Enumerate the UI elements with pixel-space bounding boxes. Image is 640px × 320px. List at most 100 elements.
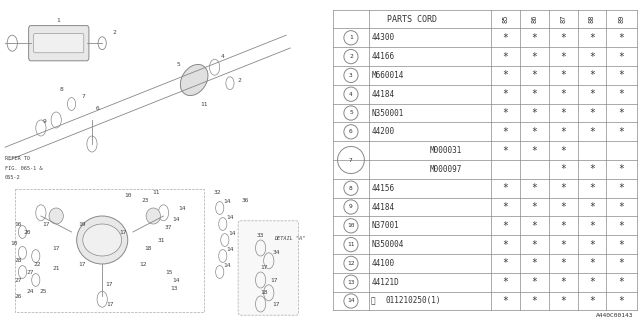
Text: 31: 31 [157, 237, 165, 243]
Text: 17: 17 [107, 301, 114, 307]
Text: *: * [502, 183, 508, 193]
Text: 17: 17 [119, 229, 126, 235]
Text: 44200: 44200 [372, 127, 395, 136]
Text: 3: 3 [349, 73, 353, 78]
Text: *: * [560, 89, 566, 99]
Text: 44166: 44166 [372, 52, 395, 61]
Text: 12: 12 [140, 261, 147, 267]
Text: M000031: M000031 [430, 146, 462, 155]
Text: *: * [502, 221, 508, 231]
Text: 21: 21 [52, 266, 60, 271]
Text: *: * [560, 108, 566, 118]
Text: *: * [502, 108, 508, 118]
Text: *: * [531, 221, 537, 231]
Text: FIG. 065-1 &: FIG. 065-1 & [5, 166, 43, 171]
Text: *: * [589, 258, 595, 268]
Text: 14: 14 [172, 217, 180, 222]
Text: *: * [589, 202, 595, 212]
Text: 37: 37 [165, 225, 172, 230]
Text: *: * [502, 89, 508, 99]
Text: 11: 11 [348, 242, 355, 247]
Text: 27: 27 [15, 277, 22, 283]
Text: *: * [589, 89, 595, 99]
Text: 14: 14 [226, 215, 234, 220]
Ellipse shape [49, 208, 63, 224]
Text: *: * [531, 240, 537, 250]
Ellipse shape [180, 64, 208, 96]
Text: *: * [589, 70, 595, 80]
Text: A440C00143: A440C00143 [596, 313, 634, 318]
Text: 8: 8 [60, 87, 63, 92]
Text: 6: 6 [95, 106, 99, 111]
Text: 14: 14 [178, 205, 186, 211]
Text: *: * [560, 52, 566, 61]
Text: 17: 17 [106, 282, 113, 287]
Text: *: * [619, 70, 625, 80]
Text: 44300: 44300 [372, 33, 395, 42]
Text: 17: 17 [270, 277, 278, 283]
Text: *: * [560, 33, 566, 43]
Text: *: * [502, 52, 508, 61]
Text: 44121D: 44121D [372, 278, 399, 287]
Text: 1: 1 [56, 18, 60, 23]
Text: 4: 4 [221, 53, 225, 59]
Text: *: * [531, 33, 537, 43]
Text: *: * [589, 277, 595, 287]
Text: 23: 23 [141, 197, 149, 203]
Text: *: * [589, 183, 595, 193]
Text: *: * [589, 221, 595, 231]
Text: *: * [560, 146, 566, 156]
Text: 8: 8 [349, 186, 353, 191]
Text: *: * [619, 52, 625, 61]
Text: 17: 17 [272, 301, 280, 307]
Text: 2: 2 [349, 54, 353, 59]
FancyBboxPatch shape [238, 221, 298, 315]
Text: 17: 17 [42, 221, 50, 227]
Text: 22: 22 [33, 261, 40, 267]
Text: *: * [619, 258, 625, 268]
Text: REFER TO: REFER TO [5, 156, 30, 161]
Text: *: * [531, 296, 537, 306]
Text: 14: 14 [228, 231, 236, 236]
Text: 13: 13 [348, 280, 355, 285]
Text: 17: 17 [78, 261, 86, 267]
Text: 19: 19 [78, 221, 86, 227]
Text: *: * [560, 183, 566, 193]
Text: *: * [560, 240, 566, 250]
Text: *: * [531, 146, 537, 156]
Text: *: * [589, 33, 595, 43]
Text: *: * [531, 52, 537, 61]
Text: 14: 14 [172, 277, 180, 283]
Text: N37001: N37001 [372, 221, 399, 230]
Text: *: * [502, 127, 508, 137]
Ellipse shape [77, 216, 128, 264]
Text: *: * [531, 70, 537, 80]
Text: *: * [502, 202, 508, 212]
Text: 89: 89 [619, 15, 625, 23]
Text: *: * [560, 127, 566, 137]
Text: *: * [502, 70, 508, 80]
Text: 14: 14 [223, 199, 230, 204]
Text: DETAIL "A": DETAIL "A" [274, 236, 305, 241]
Text: 1: 1 [349, 35, 353, 40]
Text: *: * [560, 296, 566, 306]
Text: 10: 10 [124, 193, 131, 198]
Text: *: * [619, 183, 625, 193]
Text: 14: 14 [348, 299, 355, 303]
Text: *: * [619, 108, 625, 118]
Text: *: * [619, 202, 625, 212]
Text: 13: 13 [170, 285, 177, 291]
Text: *: * [589, 296, 595, 306]
Text: *: * [619, 240, 625, 250]
Text: *: * [589, 164, 595, 174]
Text: 9: 9 [349, 204, 353, 210]
Text: 18: 18 [260, 290, 268, 295]
Text: *: * [531, 277, 537, 287]
Text: *: * [531, 258, 537, 268]
FancyBboxPatch shape [34, 34, 84, 53]
Text: *: * [502, 33, 508, 43]
Text: 2: 2 [237, 77, 241, 83]
Text: *: * [531, 202, 537, 212]
Text: 11: 11 [200, 101, 208, 107]
Ellipse shape [83, 224, 122, 256]
